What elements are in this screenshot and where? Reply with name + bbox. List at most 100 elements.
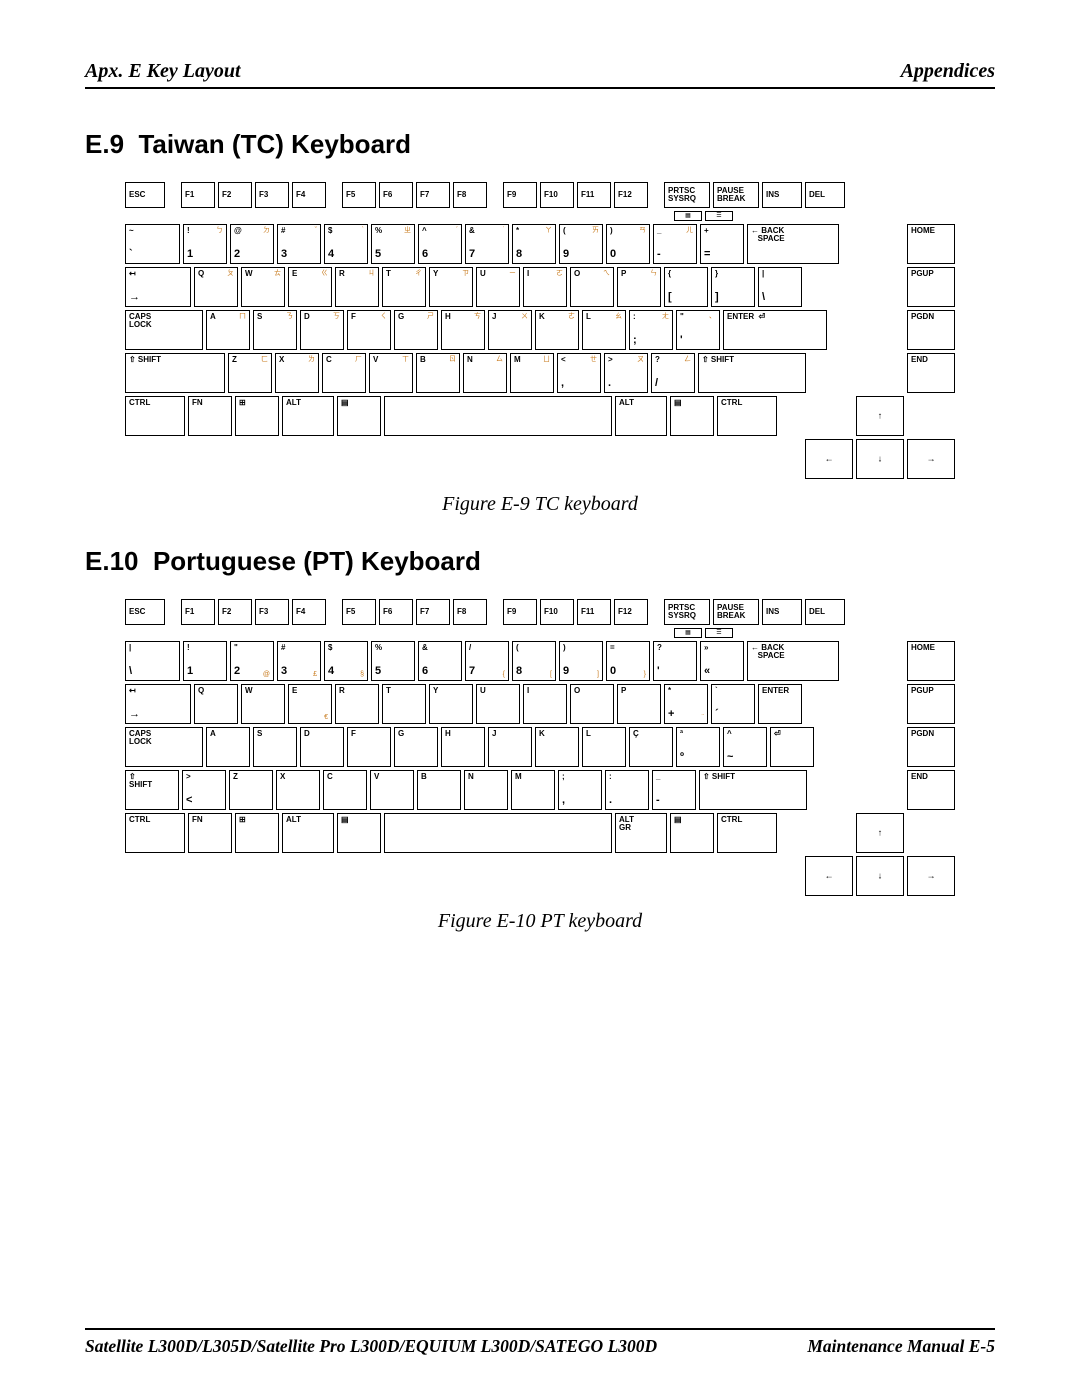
key: E€	[288, 684, 332, 724]
key: PAUSE BREAK	[713, 182, 759, 208]
key: PRTSC SYSRQ	[664, 182, 710, 208]
key: C	[323, 770, 367, 810]
key: CAPS LOCK	[125, 727, 203, 767]
key: Yㄗ	[429, 267, 473, 307]
key: ;,	[558, 770, 602, 810]
key: }]	[711, 267, 755, 307]
key: A	[206, 727, 250, 767]
key: +=	[700, 224, 744, 264]
key: Iㄛ	[523, 267, 567, 307]
key: PGUP	[907, 684, 955, 724]
key: !1ㄅ	[183, 224, 227, 264]
key: Wㄊ	[241, 267, 285, 307]
page-footer: Satellite L300D/L305D/Satellite Pro L300…	[85, 1328, 995, 1357]
key: HOME	[907, 224, 955, 264]
key: %5ㄓ	[371, 224, 415, 264]
key: H	[441, 727, 485, 767]
key: )0ㄢ	[606, 224, 650, 264]
key: F	[347, 727, 391, 767]
key: G	[394, 727, 438, 767]
key: ESC	[125, 182, 165, 208]
key: X	[276, 770, 320, 810]
key: :;ㄤ	[629, 310, 673, 350]
key: N	[464, 770, 508, 810]
key: INS	[762, 599, 802, 625]
key: Xㄌ	[275, 353, 319, 393]
key: Hㄘ	[441, 310, 485, 350]
key: FN	[188, 396, 232, 436]
key: W	[241, 684, 285, 724]
key: _-ㄦ	[653, 224, 697, 264]
key: F5	[342, 182, 376, 208]
key: END	[907, 770, 955, 810]
key: _-	[652, 770, 696, 810]
key: PGUP	[907, 267, 955, 307]
key: Sㄋ	[253, 310, 297, 350]
key: ALT	[282, 396, 334, 436]
key: ALT	[615, 396, 667, 436]
key: Bㄖ	[416, 353, 460, 393]
media-button: ▦	[674, 211, 702, 221]
key: J	[488, 727, 532, 767]
key: Tㄔ	[382, 267, 426, 307]
key: ←	[805, 856, 853, 896]
key: F3	[255, 182, 289, 208]
key: F11	[577, 182, 611, 208]
key: Y	[429, 684, 473, 724]
key: ⇧ SHIFT	[698, 353, 806, 393]
header-right: Appendices	[901, 60, 995, 83]
key: DEL	[805, 182, 845, 208]
key: V	[370, 770, 414, 810]
key: Qㄆ	[194, 267, 238, 307]
key: F8	[453, 599, 487, 625]
page: Apx. E Key Layout Appendices E.9 Taiwan …	[0, 0, 1080, 1397]
key: ↑	[856, 813, 904, 853]
key: F7	[416, 599, 450, 625]
pt-keyboard-diagram: ESCF1F2F3F4F5F6F7F8F9F10F11F12PRTSC SYSR…	[125, 599, 955, 896]
key: F8	[453, 182, 487, 208]
key: )9]	[559, 641, 603, 681]
key: ªº	[676, 727, 720, 767]
media-button: ☰	[705, 211, 733, 221]
key: U	[476, 684, 520, 724]
key: Dㄎ	[300, 310, 344, 350]
key: ⊞	[235, 396, 279, 436]
key: Mㄩ	[510, 353, 554, 393]
key: PRTSC SYSRQ	[664, 599, 710, 625]
key: INS	[762, 182, 802, 208]
key: Oㄟ	[570, 267, 614, 307]
key: F9	[503, 599, 537, 625]
key: ENTER ⏎	[723, 310, 827, 350]
key: =0}	[606, 641, 650, 681]
key: O	[570, 684, 614, 724]
key: `´	[711, 684, 755, 724]
key	[384, 396, 612, 436]
key: F2	[218, 182, 252, 208]
key: Zㄈ	[228, 353, 272, 393]
footer-right: Maintenance Manual E-5	[807, 1336, 995, 1357]
key: #3£	[277, 641, 321, 681]
key: Gㄕ	[394, 310, 438, 350]
key: ↓	[856, 439, 904, 479]
key: PGDN	[907, 727, 955, 767]
key: R	[335, 684, 379, 724]
key: #3ˇ	[277, 224, 321, 264]
key: DEL	[805, 599, 845, 625]
key: ↤→	[125, 267, 191, 307]
key: Cㄏ	[322, 353, 366, 393]
key: ~`	[125, 224, 180, 264]
key: *8ㄚ	[512, 224, 556, 264]
key: ^~	[723, 727, 767, 767]
key: |\	[758, 267, 802, 307]
section-e10-heading: E.10 Portuguese (PT) Keyboard	[85, 546, 995, 577]
key: F6	[379, 599, 413, 625]
footer-left: Satellite L300D/L305D/Satellite Pro L300…	[85, 1336, 657, 1357]
key: ▤	[337, 396, 381, 436]
key: F1	[181, 182, 215, 208]
key: %5	[371, 641, 415, 681]
key: M	[511, 770, 555, 810]
key: ⇧ SHIFT	[125, 770, 179, 810]
key: ?'	[653, 641, 697, 681]
key: ↑	[856, 396, 904, 436]
key: →	[907, 439, 955, 479]
